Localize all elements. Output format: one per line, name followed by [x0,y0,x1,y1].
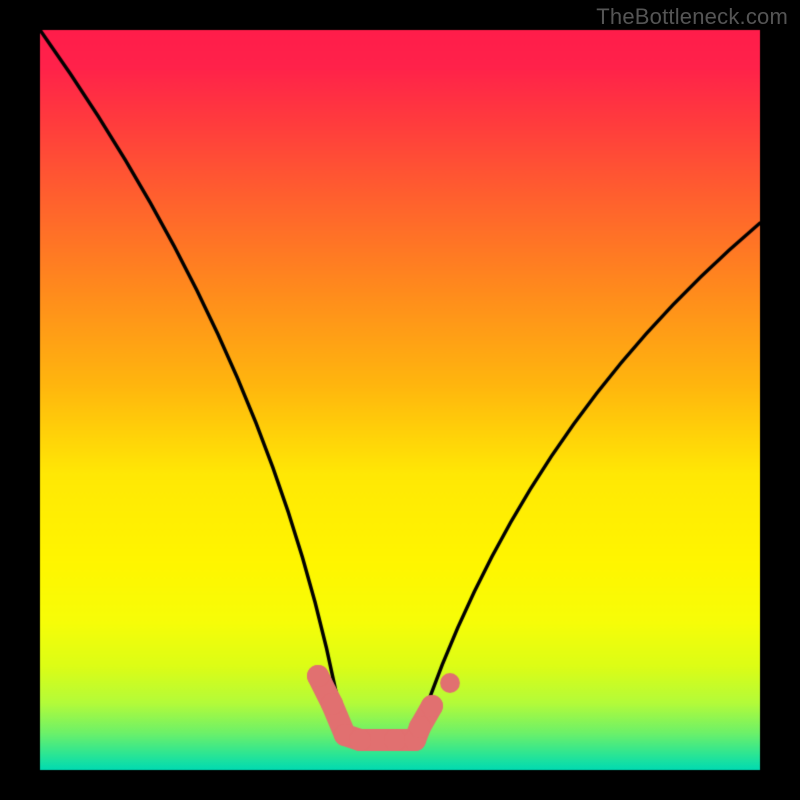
bottleneck-curve-chart [0,0,800,800]
chart-stage: TheBottleneck.com [0,0,800,800]
watermark-text: TheBottleneck.com [596,4,788,30]
